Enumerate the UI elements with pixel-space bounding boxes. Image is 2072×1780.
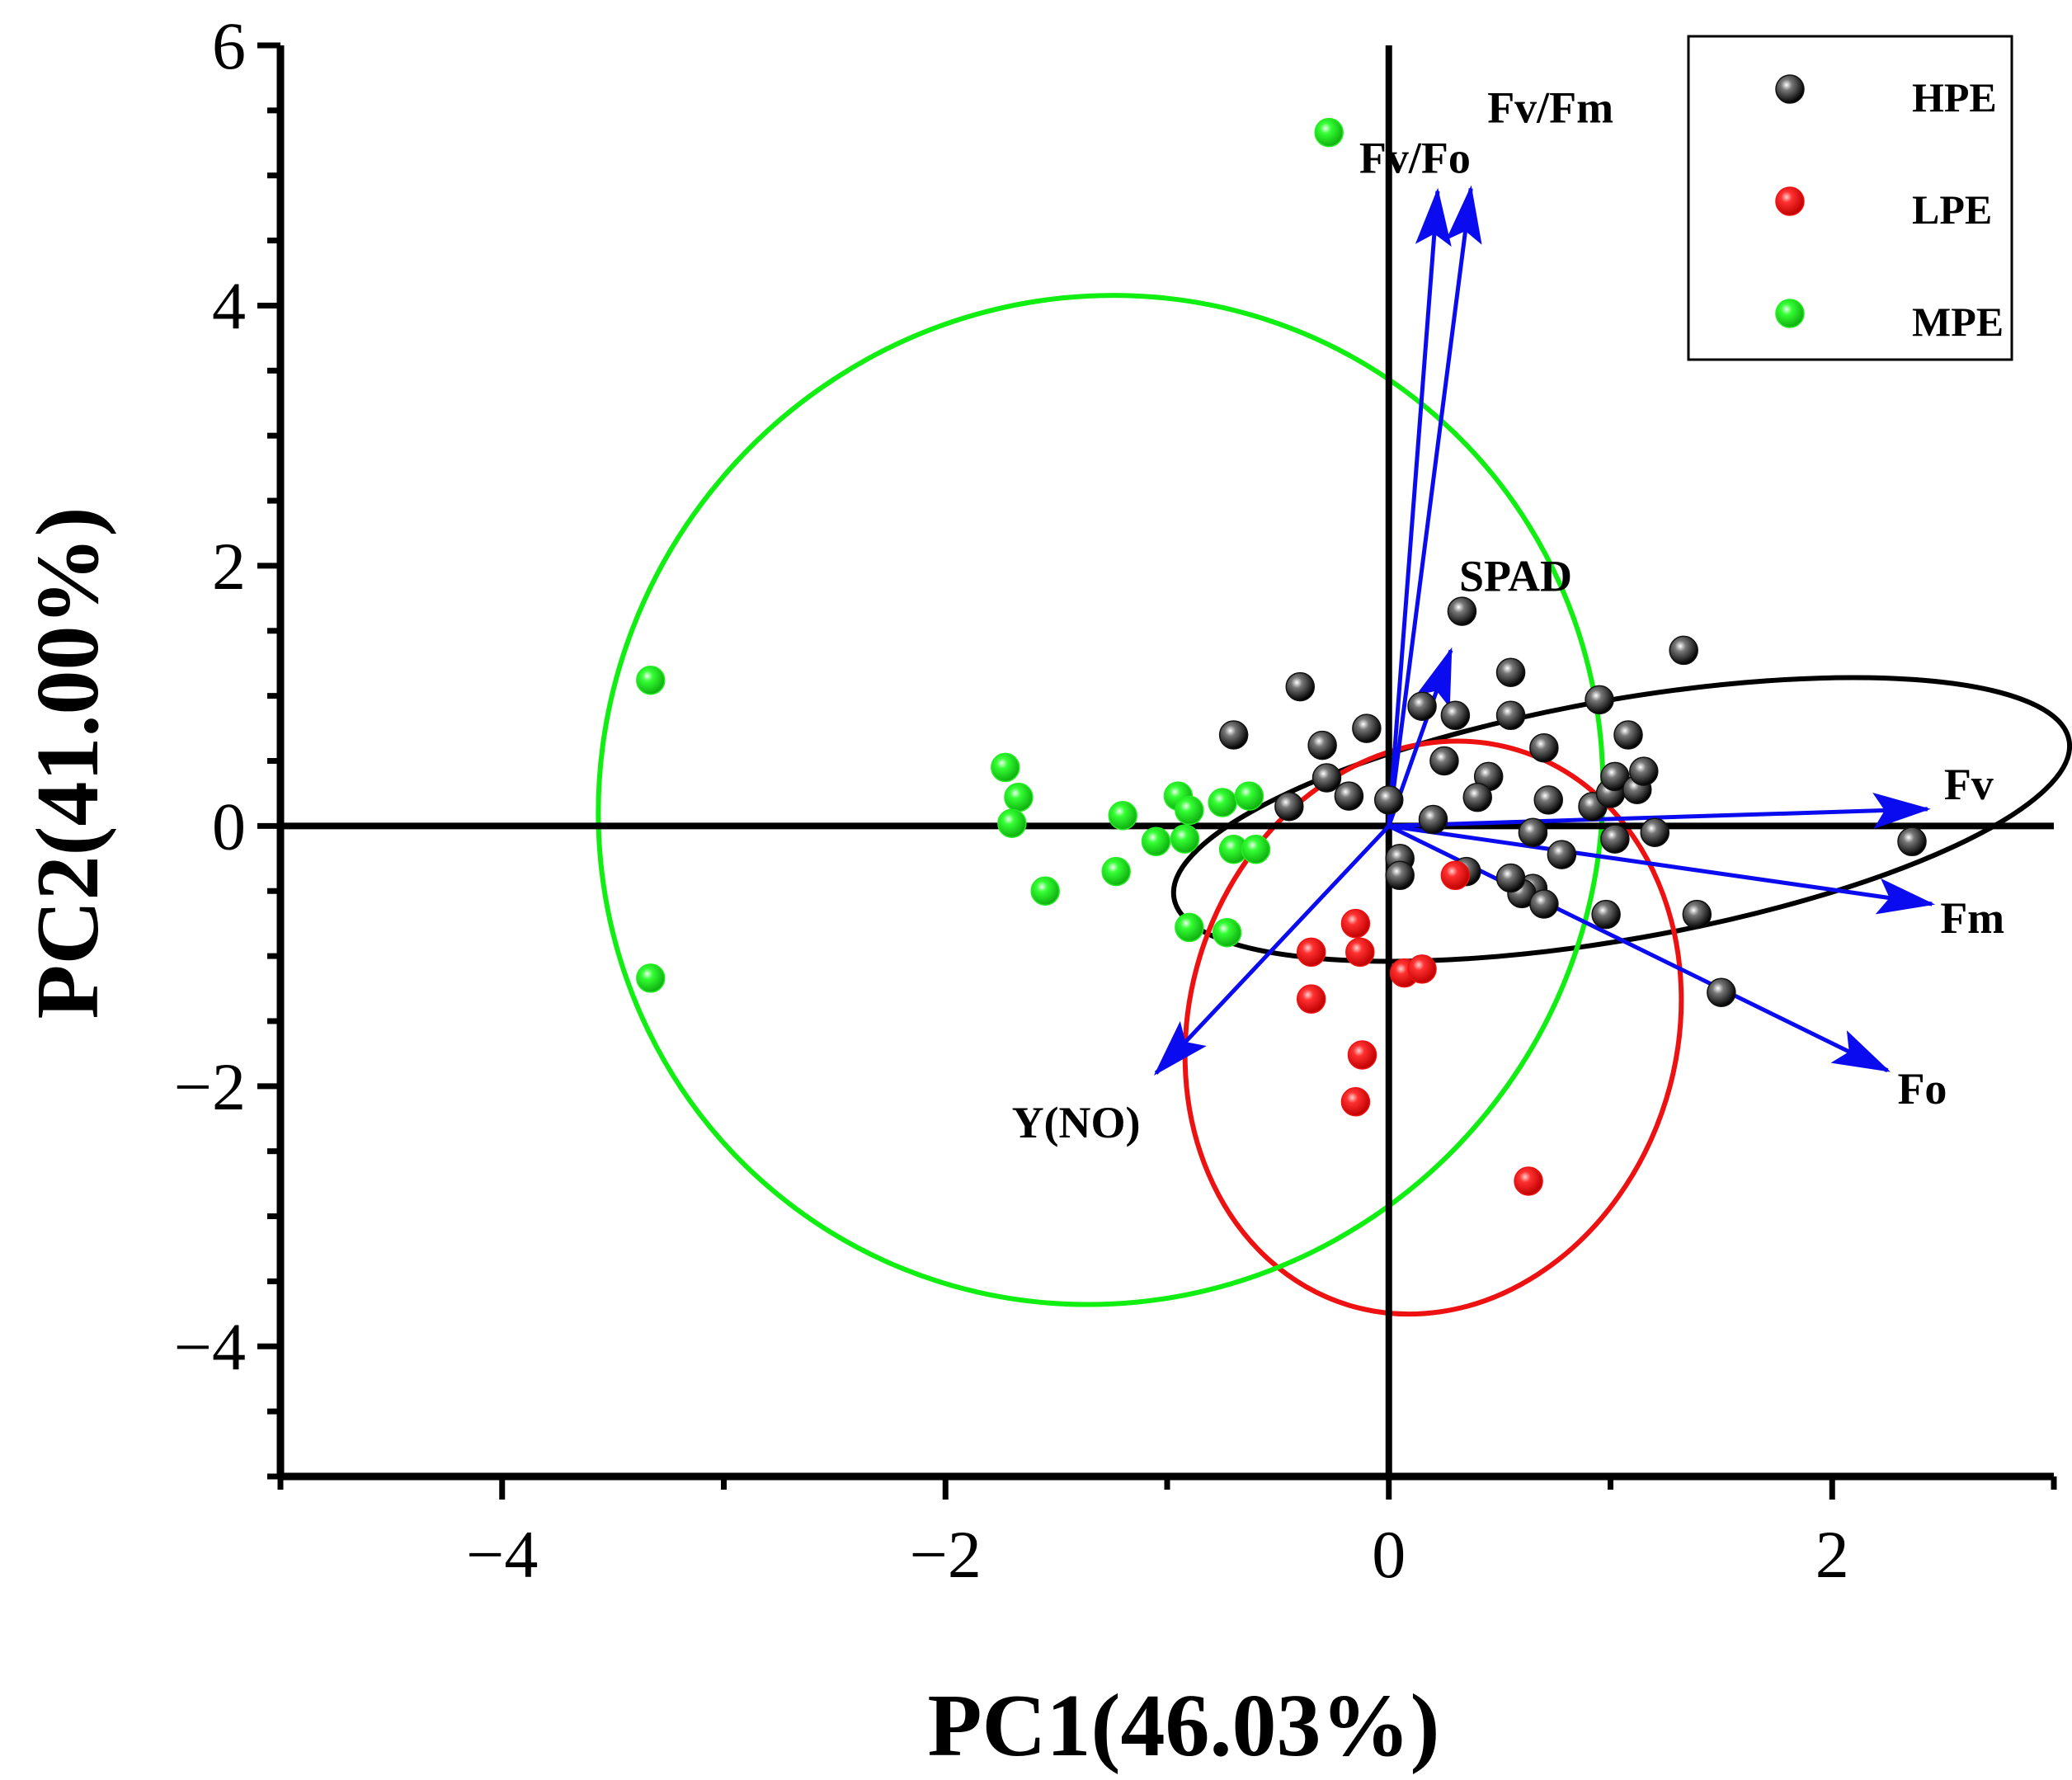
point-hpe — [1600, 761, 1630, 792]
point-hpe — [1311, 763, 1342, 793]
loading-vectors: Fv/Fm Fv/Fo SPAD Fv Fm Fo Y(NO) — [1012, 83, 2005, 1148]
point-hpe — [1429, 746, 1459, 776]
point-lpe — [1340, 1086, 1371, 1117]
point-hpe — [1533, 785, 1563, 815]
point-hpe — [1307, 730, 1337, 761]
legend-marker-mpe — [1775, 299, 1805, 328]
point-lpe — [1514, 1166, 1543, 1196]
y-tick-label: −2 — [174, 1049, 246, 1124]
point-hpe — [1495, 657, 1526, 687]
point-hpe — [1407, 691, 1437, 722]
point-hpe — [1591, 899, 1621, 930]
loading-label-y-no: Y(NO) — [1012, 1098, 1141, 1147]
point-mpe — [1314, 117, 1344, 148]
point-hpe — [1707, 977, 1736, 1008]
legend-marker-lpe — [1775, 186, 1805, 216]
point-hpe — [1418, 804, 1448, 835]
point-mpe — [636, 665, 666, 695]
point-hpe — [1640, 817, 1669, 847]
y-tick-label: −4 — [174, 1309, 246, 1384]
y-tick-label: 2 — [212, 529, 246, 604]
point-hpe — [1629, 756, 1659, 786]
loading-label-fv: Fv — [1944, 760, 1994, 809]
legend-label-hpe: HPE — [1912, 74, 1997, 120]
point-hpe — [1352, 713, 1382, 743]
legend: HPE LPE MPE — [1687, 35, 2013, 361]
point-mpe — [1212, 917, 1242, 948]
point-hpe — [1585, 685, 1614, 715]
loading-arrow-fv-fo — [1387, 187, 1452, 826]
point-hpe — [1495, 863, 1526, 893]
point-mpe — [991, 752, 1020, 783]
loading-label-spad: SPAD — [1459, 551, 1572, 600]
x-tick-label: −4 — [466, 1517, 538, 1592]
loading-arrow-fm — [1388, 823, 1936, 915]
point-mpe — [1175, 912, 1204, 943]
point-lpe — [1347, 1040, 1377, 1070]
y-tick-label: 0 — [212, 789, 246, 864]
point-hpe — [1547, 840, 1577, 869]
point-mpe — [1030, 876, 1060, 906]
loading-arrow-y-no — [1153, 824, 1391, 1076]
point-mpe — [1234, 781, 1264, 811]
point-mpe — [1170, 824, 1200, 854]
point-mpe — [997, 808, 1027, 838]
point-hpe — [1518, 817, 1548, 847]
loading-label-fo: Fo — [1897, 1064, 1947, 1114]
x-tick-label: −2 — [910, 1517, 982, 1592]
point-hpe — [1613, 720, 1643, 750]
point-lpe — [1345, 937, 1375, 968]
ellipse-lpe — [1182, 738, 1684, 1317]
point-hpe — [1682, 899, 1712, 930]
axes: −4 −2 0 2 −4 −2 0 2 4 6 — [174, 8, 2057, 1592]
point-lpe — [1440, 860, 1471, 891]
x-tick-label: 2 — [1815, 1517, 1849, 1592]
point-mpe — [1004, 782, 1034, 812]
point-mpe — [1175, 795, 1204, 826]
point-hpe — [1600, 824, 1630, 854]
legend-label-mpe: MPE — [1912, 299, 2004, 345]
point-hpe — [1285, 671, 1315, 702]
point-hpe — [1334, 781, 1364, 811]
point-hpe — [1897, 826, 1927, 857]
loading-label-fv-fm: Fv/Fm — [1487, 83, 1613, 133]
point-lpe — [1296, 984, 1326, 1014]
point-lpe — [1340, 908, 1371, 939]
legend-label-lpe: LPE — [1912, 186, 1992, 233]
point-mpe — [1101, 856, 1131, 887]
point-mpe — [1208, 788, 1237, 817]
point-mpe — [636, 963, 666, 993]
legend-marker-hpe — [1775, 74, 1805, 104]
legend-box — [1687, 35, 2013, 361]
x-axis-title: PC1(46.03%) — [928, 1677, 1440, 1775]
point-mpe — [1108, 800, 1137, 831]
loading-label-fv-fo: Fv/Fo — [1359, 134, 1471, 183]
loading-label-fm: Fm — [1940, 893, 2004, 943]
x-tick-label: 0 — [1372, 1517, 1406, 1592]
point-hpe — [1218, 720, 1249, 750]
point-hpe — [1447, 596, 1477, 626]
y-tick-label: 4 — [212, 268, 246, 343]
point-mpe — [1241, 835, 1271, 864]
loading-arrow-fv-fm — [1387, 185, 1482, 826]
point-hpe — [1529, 732, 1559, 763]
point-hpe — [1385, 860, 1415, 891]
point-hpe — [1495, 700, 1526, 731]
y-tick-label: 6 — [212, 8, 246, 83]
ellipse-mpe — [596, 293, 1606, 1307]
point-hpe — [1374, 785, 1404, 815]
loading-arrow-fv — [1388, 792, 1931, 829]
point-hpe — [1669, 635, 1698, 666]
score-points — [636, 117, 1927, 1196]
point-mpe — [1141, 826, 1171, 857]
point-lpe — [1296, 937, 1326, 968]
point-lpe — [1407, 954, 1437, 984]
point-hpe — [1529, 889, 1559, 919]
point-hpe — [1274, 791, 1304, 822]
point-hpe — [1440, 700, 1471, 731]
y-axis-title: PC2(41.00%) — [19, 507, 117, 1019]
point-hpe — [1462, 782, 1492, 812]
